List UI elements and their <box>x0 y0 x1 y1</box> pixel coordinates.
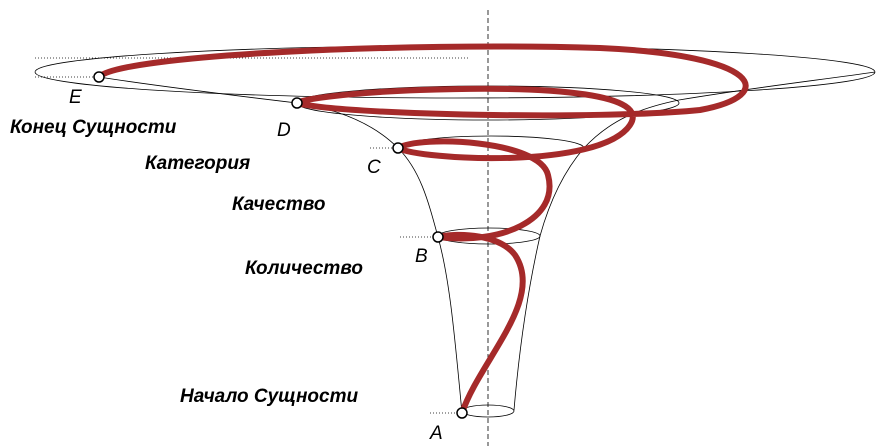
point-marker <box>393 143 403 153</box>
stage-label: Качество <box>232 194 325 215</box>
point-label: B <box>415 246 428 267</box>
point-marker <box>94 72 104 82</box>
point-label: E <box>69 87 82 108</box>
stage-label: Категория <box>145 153 250 174</box>
point-label: D <box>277 120 291 141</box>
stage-label: Конец Сущности <box>10 117 177 138</box>
spiral-diagram: A B C D E Начало Сущности Количество Кач… <box>0 0 879 446</box>
point-label: C <box>367 157 381 178</box>
point-marker <box>457 408 467 418</box>
point-label: A <box>429 423 443 444</box>
stage-label: Количество <box>245 258 363 279</box>
spiral <box>99 47 746 413</box>
point-marker <box>433 232 443 242</box>
stage-label: Начало Сущности <box>180 386 358 407</box>
funnel-side <box>514 72 875 410</box>
point-marker <box>292 98 302 108</box>
